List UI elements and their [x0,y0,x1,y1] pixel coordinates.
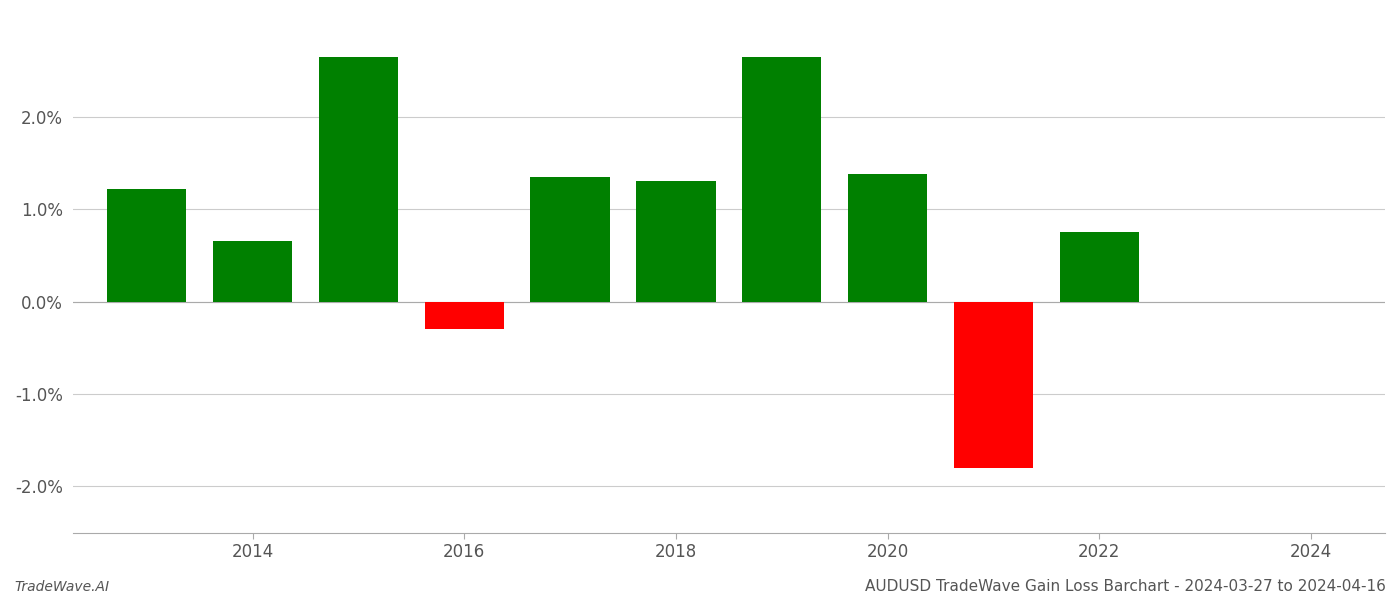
Bar [742,56,822,302]
Text: TradeWave.AI: TradeWave.AI [14,580,109,594]
Bar [636,181,715,302]
Bar [531,177,610,302]
Bar [424,302,504,329]
Bar [319,56,398,302]
Bar [106,189,186,302]
Text: AUDUSD TradeWave Gain Loss Barchart - 2024-03-27 to 2024-04-16: AUDUSD TradeWave Gain Loss Barchart - 20… [865,579,1386,594]
Bar [1060,232,1140,302]
Bar [213,241,293,302]
Bar [953,302,1033,468]
Bar [848,174,927,302]
